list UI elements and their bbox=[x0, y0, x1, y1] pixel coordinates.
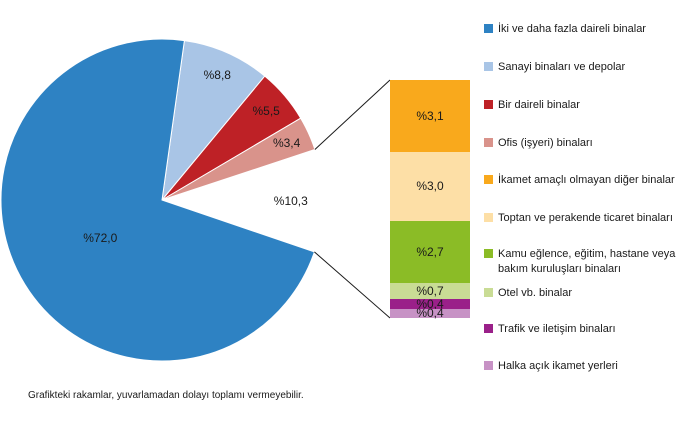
bar-value-label: %0,7 bbox=[416, 284, 444, 299]
legend-label: Ofis (işyeri) binaları bbox=[498, 137, 593, 149]
bar-segment-0: %3,1 bbox=[390, 80, 470, 152]
pie-slice-1 bbox=[161, 40, 266, 202]
legend-item-0: İki ve daha fazla daireli binalar bbox=[484, 22, 690, 37]
legend-swatch-icon bbox=[484, 324, 493, 333]
connector-line bbox=[314, 79, 391, 150]
pie-value-label: %8,8 bbox=[203, 67, 231, 82]
bar-value-label: %3,1 bbox=[416, 108, 444, 123]
legend-label: Otel vb. binalar bbox=[498, 287, 572, 299]
legend-item-9: Halka açık ikamet yerleri bbox=[484, 359, 690, 374]
legend-label: İki ve daha fazla daireli binalar bbox=[498, 23, 646, 35]
bar-segment-5: %0,4 bbox=[390, 306, 470, 321]
legend-item-2: Bir daireli binalar bbox=[484, 98, 690, 113]
legend-label: Toptan ve perakende ticaret binaları bbox=[498, 212, 673, 224]
legend-swatch-icon bbox=[484, 249, 493, 258]
legend-item-5: Toptan ve perakende ticaret binaları bbox=[484, 211, 690, 226]
legend-item-7: Otel vb. binalar bbox=[484, 286, 690, 301]
bar-segment-4: %0,4 bbox=[390, 297, 470, 312]
bar-segment-3: %0,7 bbox=[390, 283, 470, 300]
bar-value-label: %0,4 bbox=[416, 297, 444, 312]
bar-segment-1: %3,0 bbox=[390, 151, 470, 221]
pie-value-label: %5,5 bbox=[252, 104, 280, 119]
legend-item-1: Sanayi binaları ve depolar bbox=[484, 60, 690, 75]
legend-label: Kamu eğlence, eğitim, hastane veya bakım… bbox=[498, 248, 676, 275]
pie-value-label: %3,4 bbox=[272, 136, 301, 151]
legend-label: Sanayi binaları ve depolar bbox=[498, 61, 626, 73]
legend-label: Halka açık ikamet yerleri bbox=[498, 360, 618, 372]
pie-slice-0 bbox=[0, 38, 316, 362]
connector-line bbox=[314, 251, 391, 319]
bar-value-label: %0,4 bbox=[416, 306, 444, 321]
legend-label: Bir daireli binalar bbox=[498, 99, 580, 111]
legend-swatch-icon bbox=[484, 213, 493, 222]
legend-swatch-icon bbox=[484, 288, 493, 297]
legend-swatch-icon bbox=[484, 138, 493, 147]
footnote: Grafikteki rakamlar, yuvarlamadan dolayı… bbox=[28, 390, 304, 401]
legend-swatch-icon bbox=[484, 361, 493, 370]
bar-segment-2: %2,7 bbox=[390, 220, 470, 284]
pie-value-label: %72,0 bbox=[83, 230, 118, 245]
legend: İki ve daha fazla daireli binalar Sanayi … bbox=[484, 0, 690, 440]
legend-item-4: İkamet amaçlı olmayan diğer binalar bbox=[484, 173, 690, 188]
legend-label: İkamet amaçlı olmayan diğer binalar bbox=[498, 174, 675, 186]
breakout-stacked-bar: %3,1 %3,0 %2,7 %0,7 %0,4 %0,4 bbox=[390, 80, 470, 321]
legend-swatch-icon bbox=[484, 175, 493, 184]
legend-item-3: Ofis (işyeri) binaları bbox=[484, 136, 690, 151]
bar-value-label: %3,0 bbox=[416, 179, 444, 194]
legend-swatch-icon bbox=[484, 24, 493, 33]
legend-swatch-icon bbox=[484, 100, 493, 109]
legend-label: Trafik ve iletişim binaları bbox=[498, 323, 616, 335]
pie-other-value-label: %10,3 bbox=[273, 193, 308, 208]
legend-item-8: Trafik ve iletişim binaları bbox=[484, 322, 690, 337]
bar-value-label: %2,7 bbox=[416, 245, 444, 260]
legend-swatch-icon bbox=[484, 62, 493, 71]
legend-item-6: Kamu eğlence, eğitim, hastane veya bakım… bbox=[484, 247, 690, 277]
